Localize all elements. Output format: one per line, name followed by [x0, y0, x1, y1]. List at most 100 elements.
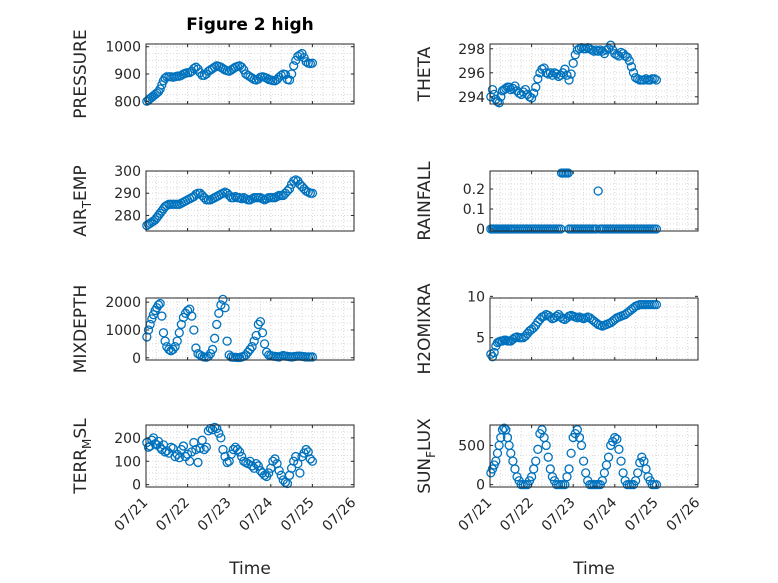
- data-point: [541, 440, 551, 451]
- data-point: [616, 456, 626, 466]
- axes-box: [489, 297, 699, 361]
- subplot-5: 0 1000 2000 MIXDEPTH: [71, 285, 355, 374]
- data-point: [259, 339, 270, 349]
- y-axis-label: PRESSURE: [71, 29, 91, 118]
- data-point: [504, 82, 514, 92]
- data-point: [301, 444, 311, 455]
- data-point: [174, 328, 184, 338]
- data-point: [170, 451, 180, 462]
- data-point: [187, 311, 197, 321]
- data-point: [193, 457, 203, 468]
- data-point: [142, 332, 152, 342]
- data-point: [603, 452, 614, 462]
- data-point: [645, 75, 655, 85]
- x-tick-label: 07/21: [112, 495, 152, 535]
- data-point: [576, 440, 587, 451]
- axes-box: [145, 424, 355, 488]
- data-point: [199, 444, 209, 455]
- data-point: [197, 435, 207, 445]
- y-tick-label: 5: [476, 331, 485, 347]
- data-point: [566, 69, 576, 79]
- subplot-4: 0 0.1 0.2 RAINFALL: [415, 161, 699, 241]
- data-point: [545, 68, 555, 78]
- data-point: [166, 442, 176, 452]
- data-point: [255, 316, 266, 327]
- data-point: [195, 443, 205, 454]
- axes-box: [489, 170, 699, 232]
- y-tick-label: 0.2: [463, 182, 485, 198]
- data-point: [635, 458, 645, 468]
- data-point: [249, 336, 259, 346]
- data-point: [282, 186, 293, 196]
- data-point: [251, 458, 261, 469]
- data-point: [257, 328, 268, 338]
- data-point: [293, 458, 303, 469]
- data-point: [578, 456, 589, 466]
- data-point: [280, 477, 291, 487]
- data-point: [614, 444, 624, 454]
- data-point: [566, 448, 576, 458]
- data-point: [651, 479, 662, 490]
- axes-box: [145, 297, 355, 361]
- data-point: [261, 73, 272, 83]
- y-tick-label: 10: [467, 289, 485, 305]
- data-point: [253, 319, 263, 330]
- subplot-8: 0 500 07/21 07/22 07/23 07/24 07/25 07/26 SUNFLU…: [415, 418, 703, 535]
- data-point: [174, 453, 184, 463]
- data-point: [307, 352, 318, 362]
- data-point: [649, 74, 659, 84]
- y-tick-label: 0: [476, 478, 485, 494]
- y-tick-label: 300: [114, 164, 141, 180]
- data-point: [610, 432, 620, 443]
- y-tick-label: 0: [132, 478, 141, 494]
- data-point: [295, 468, 305, 478]
- data-point: [222, 457, 232, 468]
- y-tick-label: 2000: [105, 295, 141, 311]
- x-tick-label: 07/25: [622, 495, 662, 535]
- data-point: [155, 84, 165, 94]
- y-axis-label: MIXDEPTH: [71, 285, 91, 374]
- y-tick-label: 100: [114, 454, 141, 470]
- data-point: [191, 343, 201, 353]
- y-tick-label: 1000: [105, 40, 141, 56]
- data-point: [497, 425, 508, 435]
- data-point: [651, 75, 662, 85]
- data-point: [612, 434, 622, 444]
- y-tick-label: 900: [114, 67, 141, 83]
- data-point: [207, 344, 218, 355]
- data-point: [247, 342, 257, 352]
- data-point: [270, 454, 280, 464]
- data-point: [533, 74, 543, 84]
- data-point: [155, 298, 165, 309]
- y-axis-label: AIRTEMP: [71, 165, 94, 236]
- data-point: [168, 344, 178, 355]
- data-point: [222, 336, 232, 346]
- data-point: [289, 61, 299, 71]
- data-point: [633, 468, 643, 478]
- data-point: [274, 465, 284, 476]
- y-tick-label: 0: [476, 222, 485, 238]
- y-tick-label: 298: [458, 42, 485, 58]
- y-axis-label: RAINFALL: [415, 161, 435, 241]
- y-axis-label: TERRMSL: [71, 418, 94, 495]
- data-point: [560, 64, 570, 74]
- y-tick-label: 500: [458, 438, 485, 454]
- data-point: [562, 70, 572, 80]
- data-point: [264, 468, 274, 478]
- data-point: [531, 82, 541, 92]
- data-point: [520, 84, 531, 95]
- data-point: [307, 456, 318, 466]
- x-tick-label: 07/23: [195, 495, 235, 535]
- data-point: [212, 319, 222, 330]
- data-point: [276, 70, 286, 81]
- x-axis-label-right: Time: [572, 559, 615, 579]
- data-point: [301, 57, 311, 67]
- y-tick-label: 290: [114, 186, 141, 202]
- data-point: [529, 88, 539, 98]
- data-point: [543, 452, 553, 462]
- data-point: [201, 442, 211, 452]
- y-tick-label: 800: [114, 94, 141, 110]
- data-point: [245, 344, 255, 355]
- y-axis-label: SUNFLUX: [415, 418, 438, 494]
